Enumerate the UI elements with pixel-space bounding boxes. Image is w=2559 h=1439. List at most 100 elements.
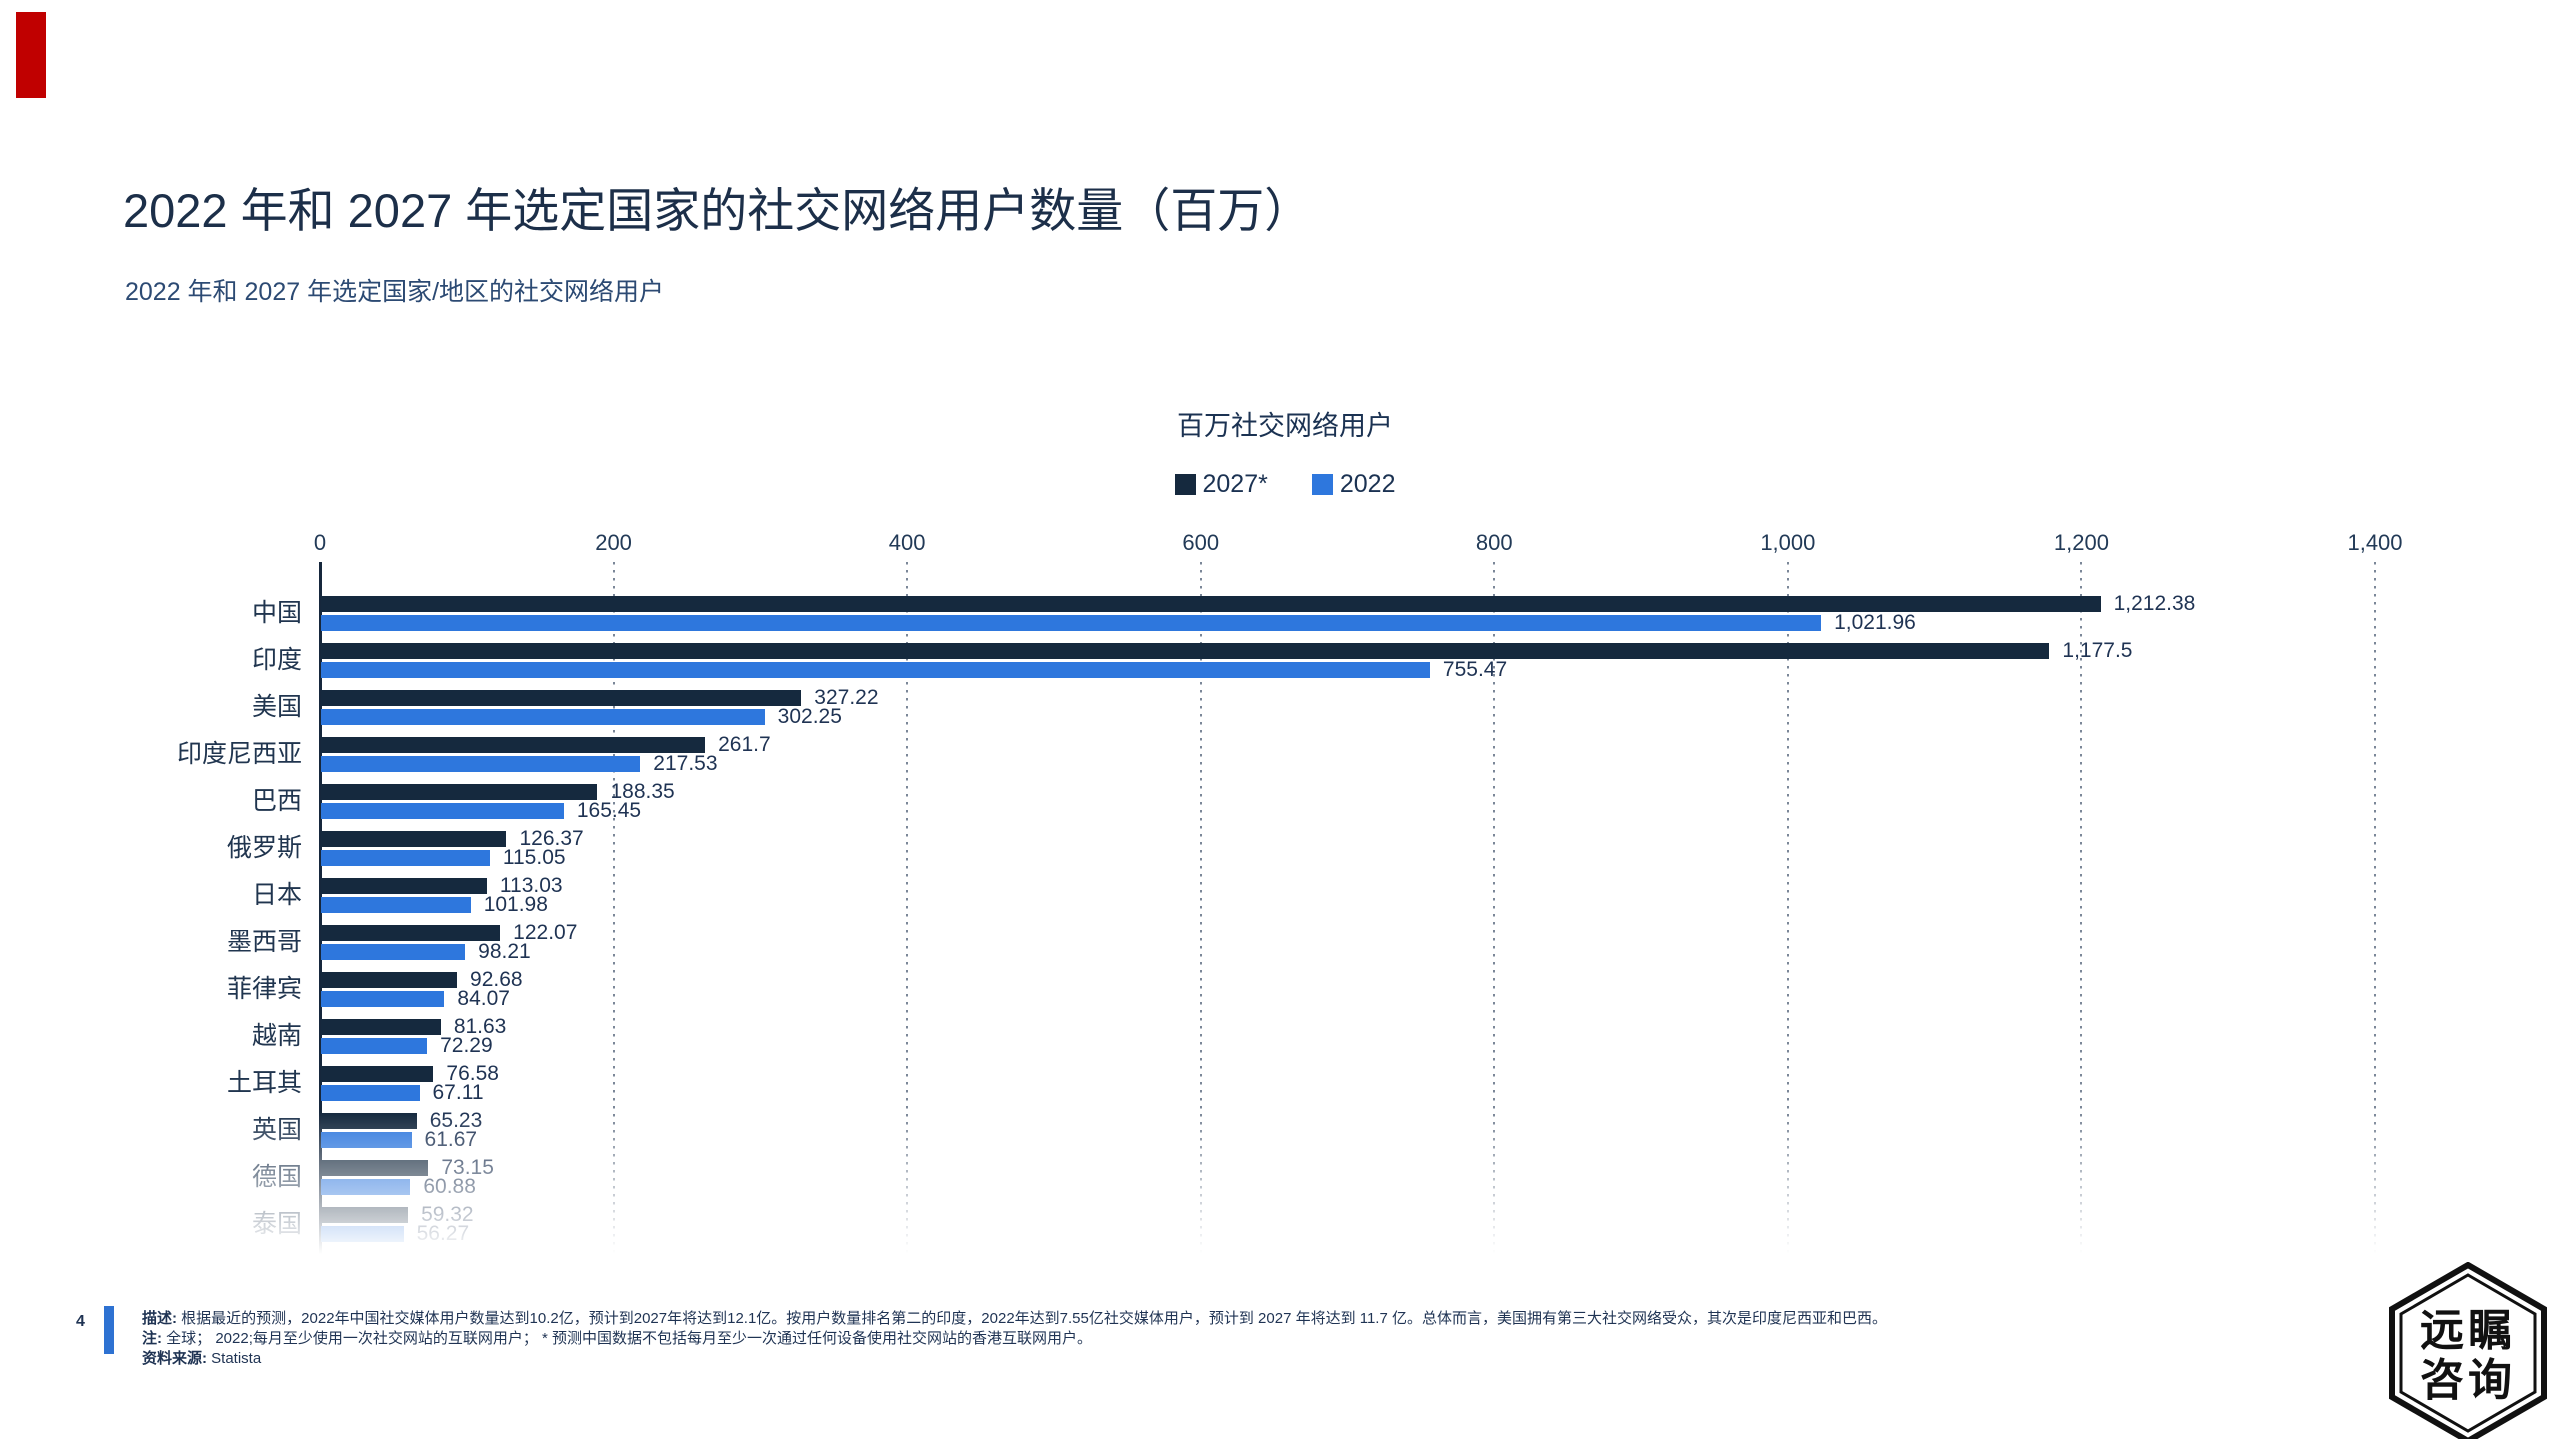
category-label: 泰国 (251, 1211, 302, 1238)
bar-2022-row-1 (321, 662, 1430, 678)
bar-2027-row-6 (321, 878, 487, 894)
value-label: 113.03 (499, 874, 563, 897)
value-label: 84.07 (457, 987, 510, 1010)
legend-label-2022: 2022 (1339, 470, 1396, 498)
value-label: 115.05 (502, 846, 566, 869)
value-label: 188.35 (610, 780, 675, 803)
category-label: 日本 (251, 882, 302, 909)
bar-2027-row-2 (321, 690, 802, 706)
value-label: 56.27 (416, 1222, 470, 1245)
bar-2027-row-13 (321, 1207, 409, 1223)
bar-2022-row-12 (321, 1179, 411, 1195)
legend-swatch-2022 (1311, 474, 1333, 495)
gridline (906, 562, 909, 1260)
gridline (2374, 562, 2376, 1260)
company-logo: 远瞩 咨询 (2389, 1262, 2547, 1439)
description-label: 描述: (142, 1310, 177, 1327)
footer-note-line: 注: 全球； 2022;每月至少使用一次社交网站的互联网用户； * 预测中国数据… (142, 1329, 2322, 1349)
bar-2027-row-9 (321, 1019, 441, 1035)
footer-source-line: 资料来源: Statista (142, 1349, 2322, 1369)
category-label: 中国 (251, 600, 302, 627)
note-label: 注: (142, 1330, 162, 1347)
bar-2027-row-1 (321, 643, 2050, 659)
bar-2022-row-3 (321, 756, 641, 772)
category-label: 土耳其 (226, 1070, 302, 1097)
value-label: 302.25 (777, 705, 842, 728)
value-label: 101.98 (483, 893, 548, 916)
value-label: 261.7 (718, 733, 771, 756)
logo-text-line1: 远瞩 (2420, 1306, 2516, 1355)
legend-label-2027: 2027* (1202, 470, 1268, 498)
legend-item-2022: 2022 (1311, 470, 1396, 499)
x-axis-ticks: 0 200 400 600 800 1,000 1,200 1,400 (0, 530, 2559, 560)
category-label: 越南 (251, 1023, 302, 1050)
note-text: 全球； 2022;每月至少使用一次社交网站的互联网用户； * 预测中国数据不包括… (166, 1330, 1093, 1347)
value-label: 1,212.38 (2113, 592, 2196, 615)
value-label: 67.11 (432, 1081, 484, 1104)
source-text: Statista (211, 1350, 262, 1367)
category-label: 印度尼西亚 (176, 741, 302, 768)
page-title: 2022 年和 2027 年选定国家的社交网络用户数量（百万） (123, 184, 1312, 237)
value-label: 755.47 (1442, 658, 1508, 681)
value-label: 76.58 (446, 1062, 499, 1085)
bar-2022-row-7 (321, 944, 466, 960)
gridline (1199, 562, 1202, 1260)
legend-swatch-2027 (1174, 474, 1196, 495)
bar-2027-row-4 (321, 784, 598, 800)
value-label: 327.22 (814, 686, 879, 709)
logo-text-line2: 咨询 (2420, 1356, 2516, 1405)
bar-2027-row-5 (321, 831, 507, 847)
bar-2022-row-0 (321, 615, 1822, 631)
category-label: 菲律宾 (226, 976, 302, 1003)
bar-2027-row-12 (321, 1160, 429, 1176)
plot-area: 中国 1,212.38 1,021.96 印度 1,177.5 755.47 美国 327.2… (0, 560, 2559, 1270)
value-label: 126.37 (519, 827, 584, 850)
bar-2022-row-11 (321, 1132, 412, 1148)
category-label: 印度 (251, 647, 302, 674)
gridline (1786, 562, 1789, 1260)
category-label: 巴西 (251, 788, 302, 815)
bar-2022-row-10 (321, 1085, 420, 1101)
category-label: 德国 (251, 1164, 302, 1191)
bar-2027-row-7 (321, 925, 501, 941)
footer-text: 描述: 根据最近的预测，2022年中国社交媒体用户数量达到10.2亿，预计到20… (142, 1309, 2322, 1369)
gridline (1493, 562, 1496, 1260)
bar-2022-row-6 (321, 897, 471, 913)
category-label: 墨西哥 (226, 929, 302, 956)
value-label: 60.88 (423, 1175, 476, 1198)
category-label: 俄罗斯 (226, 835, 302, 862)
chart-title: 百万社交网络用户 (1177, 411, 1393, 441)
value-label: 98.21 (478, 940, 531, 963)
value-label: 61.67 (424, 1128, 478, 1151)
page-subtitle: 2022 年和 2027 年选定国家/地区的社交网络用户 (125, 278, 665, 306)
gridline (612, 562, 615, 1260)
bar-2027-row-11 (321, 1113, 417, 1129)
x-tick-label: 1,200 (2053, 530, 2109, 555)
bar-2022-row-13 (321, 1226, 404, 1242)
gridline (2080, 562, 2083, 1260)
footer-accent-bar (104, 1306, 114, 1354)
y-axis-line (319, 562, 322, 1260)
legend-item-2027: 2027* (1174, 470, 1268, 499)
value-label: 81.63 (453, 1015, 507, 1038)
value-label: 217.53 (653, 752, 718, 775)
bar-2027-row-10 (321, 1066, 434, 1082)
bar-2022-row-4 (321, 803, 564, 819)
category-label: 美国 (251, 694, 302, 721)
value-label: 92.68 (470, 968, 523, 991)
bar-2027-row-0 (321, 596, 2101, 612)
value-label: 122.07 (513, 921, 578, 944)
chart-legend: 2027* 2022 (320, 470, 2250, 499)
corner-accent-bar (16, 12, 46, 98)
bar-2022-row-8 (321, 991, 445, 1007)
footer-description-line: 描述: 根据最近的预测，2022年中国社交媒体用户数量达到10.2亿，预计到20… (142, 1309, 2322, 1329)
source-label: 资料来源: (142, 1350, 207, 1367)
bar-2027-row-8 (321, 972, 458, 988)
x-tick-label: 1,000 (1760, 530, 1816, 555)
value-label: 165.45 (576, 799, 642, 822)
x-tick-label: 1,400 (2347, 530, 2403, 555)
x-tick-label: 800 (1475, 530, 1513, 555)
bar-2027-row-3 (321, 737, 706, 753)
page-number: 4 (76, 1313, 85, 1330)
